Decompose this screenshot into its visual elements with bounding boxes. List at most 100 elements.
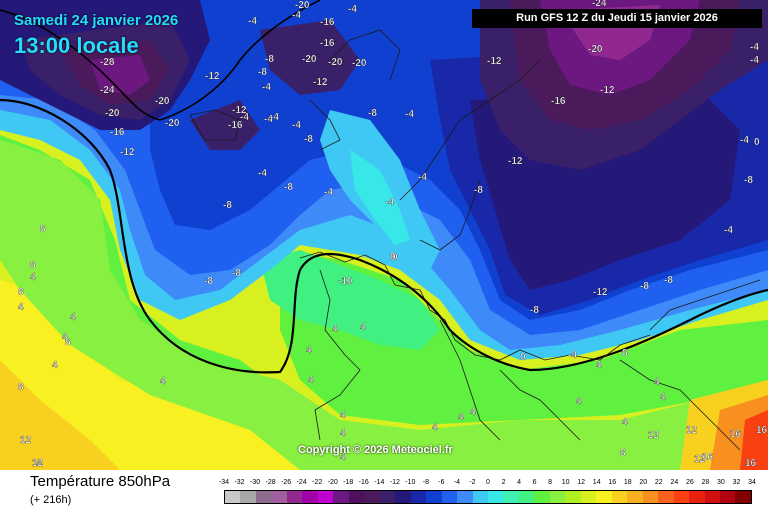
isotherm-value-label: 4: [30, 272, 36, 283]
isotherm-value-label: 4: [432, 422, 438, 433]
scale-tick-label: -14: [374, 479, 385, 486]
scale-tick-label: 22: [654, 479, 663, 486]
isotherm-value-label: -8: [530, 305, 539, 316]
scale-color-box: [286, 491, 303, 503]
isotherm-value-label: 12: [32, 458, 44, 469]
isotherm-value-label: 4: [622, 417, 628, 428]
legend-panel: Température 850hPa (+ 216h) -34 -32 -30 -28…: [0, 470, 768, 512]
isotherm-value-label: -4: [740, 135, 749, 146]
isotherm-value-label: -20: [328, 57, 343, 68]
scale-tick-label: 0: [486, 479, 490, 486]
isotherm-value-label: 0: [390, 252, 396, 263]
isotherm-value-label: 16: [745, 458, 757, 469]
scale-tick-label: 8: [548, 479, 553, 486]
isotherm-value-label: -20: [165, 118, 180, 129]
isotherm-value-label: 0: [392, 252, 398, 263]
scale-tick-label: -30: [249, 479, 261, 486]
scale-tick-label: 18: [623, 479, 632, 486]
scale-color-box: [689, 491, 705, 503]
isotherm-value-label: -4: [292, 10, 301, 21]
scale-color-box: [426, 491, 442, 503]
isotherm-value-label: 12: [694, 454, 706, 465]
isotherm-value-label: -8: [232, 268, 241, 279]
isotherm-value-label: -10: [338, 276, 353, 287]
isotherm-value-label: 4: [470, 407, 476, 418]
isotherm-labels: -28-24-20-20-16-20-12-12-16-20-8-8-4-4 -4…: [18, 0, 768, 469]
scale-tick-label: -16: [358, 479, 369, 486]
isotherm-value-label: -8: [223, 200, 232, 211]
isotherm-value-label: 4: [70, 312, 76, 323]
scale-tick-label: 16: [608, 479, 617, 486]
isotherm-value-label: 8: [18, 287, 24, 298]
isotherm-value-label: -4: [248, 16, 257, 27]
scale-tick-label: -28: [265, 479, 276, 486]
isotherm-value-label: -12: [593, 287, 608, 298]
isotherm-value-label: -4: [262, 82, 271, 93]
isotherm-value-label: 4: [62, 332, 68, 343]
isotherm-value-label: 4: [308, 375, 314, 386]
isotherm-value-label: -8: [474, 185, 483, 196]
isotherm-value-label: -4: [240, 112, 249, 123]
scale-tick-label: 12: [577, 479, 586, 486]
isotherm-value-label: 0: [520, 352, 526, 363]
isotherm-value-label: 4: [306, 345, 312, 356]
scale-color-box: [611, 491, 628, 503]
isotherm-value-label: -4: [270, 112, 279, 123]
isotherm-value-label: 4: [332, 324, 338, 335]
isotherm-value-label: -24: [100, 85, 115, 96]
isotherm-value-label: 4: [458, 412, 464, 423]
isotherm-value-label: -16: [228, 120, 243, 131]
scale-color-box: [410, 491, 427, 503]
scale-tick-label: 32: [732, 479, 741, 486]
scale-tick-label: -12: [389, 479, 400, 486]
isotherm-value-label: -12: [487, 56, 502, 67]
isotherm-value-label: 8: [620, 448, 626, 459]
isotherm-value-label: -8: [744, 175, 753, 186]
isotherm-value-label: -20: [295, 0, 310, 11]
isotherm-value-label: -4: [348, 4, 357, 15]
isotherm-value-label: -20: [155, 96, 170, 107]
scale-color-box: [364, 491, 380, 503]
isotherm-value-label: -12: [313, 77, 328, 88]
isotherm-value-label: -12: [508, 156, 523, 167]
isotherm-value-label: -4: [324, 187, 333, 198]
scale-color-box: [240, 491, 256, 503]
scale-tick-label: 30: [717, 479, 725, 486]
scale-color-box: [735, 491, 751, 503]
isotherm-value-label: -8: [664, 275, 673, 286]
isotherm-value-label: 8: [18, 382, 24, 393]
isotherm-value-label: -20: [352, 58, 367, 69]
scale-color-box: [503, 491, 519, 503]
isotherm-value-label: 16: [730, 429, 742, 440]
isotherm-value-label: 4: [36, 458, 42, 469]
isotherm-value-label: -12: [600, 85, 615, 96]
scale-color-box: [379, 491, 396, 503]
isotherm-value-label: -4: [264, 114, 273, 125]
scale-tick-label: 24: [670, 479, 679, 486]
isotherm-value-label: 12: [648, 430, 660, 441]
lead-time: (+ 216h): [30, 494, 72, 506]
scale-tick-label: -32: [234, 479, 245, 486]
scale-tick-label: -24: [296, 479, 307, 486]
isotherm-value-label: 8: [622, 348, 628, 359]
scale-tick-label: -26: [281, 479, 292, 486]
scale-tick-label: -4: [453, 479, 461, 486]
isotherm-value-label: -8: [304, 134, 313, 145]
scale-color-box: [518, 491, 535, 503]
scale-tick-label: 34: [748, 479, 756, 486]
scale-color-box: [395, 491, 411, 503]
isotherm-value-label: 4: [18, 302, 24, 313]
isotherm-value-label: -4: [568, 350, 577, 361]
isotherm-value-label: -16: [320, 38, 335, 49]
isotherm-value-label: 4: [660, 392, 666, 403]
scale-color-box: [673, 491, 690, 503]
isotherm-value-label: 4: [340, 428, 346, 439]
isotherm-value-label: 4: [340, 410, 346, 421]
isotherm-value-label: -20: [588, 44, 603, 55]
valid-time: 13:00 locale: [14, 33, 139, 58]
scale-tick-label: 28: [701, 479, 710, 486]
scale-tick-label: -6: [438, 479, 445, 486]
isotherm-value-label: -12: [120, 147, 135, 158]
isotherm-value-label: -8: [640, 281, 649, 292]
isotherm-value-label: -16: [320, 17, 335, 28]
